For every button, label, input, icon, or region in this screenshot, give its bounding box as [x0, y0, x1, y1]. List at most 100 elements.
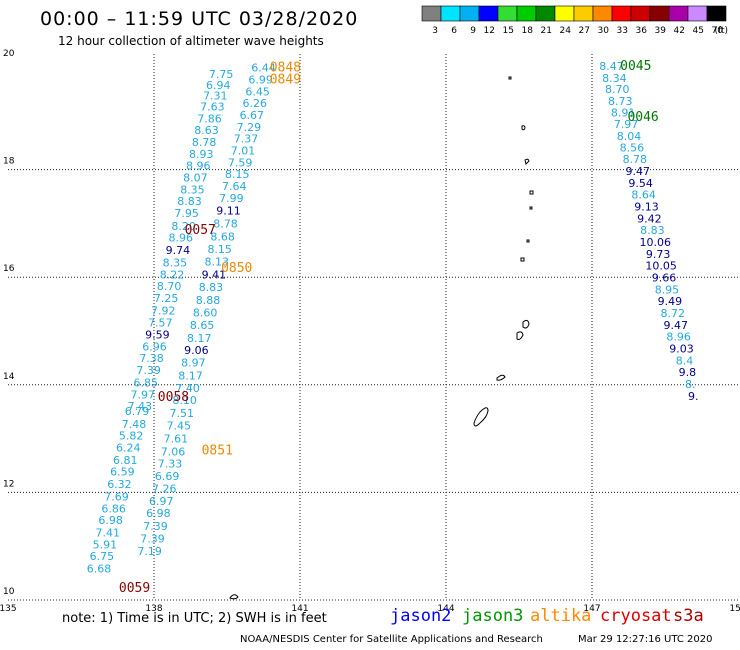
wave-height-value: 7.63 [200, 100, 225, 113]
wave-height-legend: 3 6 9 12 15 18 21 24 27 30 33 36 39 42 45 70(ft) [421, 5, 728, 36]
wave-height-value: 8.17 [187, 332, 212, 345]
legend-s3a: s3a [673, 606, 704, 626]
wave-height-value: 5.91 [93, 538, 118, 551]
lat-tick-label: 12 [3, 479, 14, 489]
wave-height-value: 8.78 [623, 153, 648, 166]
legend-swatch [706, 5, 727, 22]
wave-height-value: 8.35 [163, 256, 188, 269]
wave-height-value: 8.70 [157, 280, 182, 293]
wave-height-value: 7.97 [131, 388, 156, 401]
legend-label: 45 [693, 26, 704, 36]
wave-height-value: 7.39 [143, 520, 168, 533]
wave-height-value: 8.78 [192, 136, 217, 149]
wave-height-value: 9.49 [658, 295, 683, 308]
island-outline [508, 76, 512, 80]
legend-jason3: jason3 [462, 606, 524, 626]
lon-tick-label: 138 [145, 604, 162, 614]
wave-height-value: 7.19 [137, 545, 162, 558]
legend-label: 24 [560, 26, 572, 36]
wave-height-value: 8.96 [169, 232, 194, 245]
wave-height-value: 7.33 [158, 458, 183, 471]
wave-height-value: 9.8 [679, 366, 697, 379]
legend-unit: (ft) [714, 26, 728, 36]
wave-height-value: 7.37 [234, 133, 259, 146]
wave-height-value: 7.43 [128, 400, 153, 413]
legend-label: 39 [655, 26, 667, 36]
wave-height-value: 6.99 [248, 74, 273, 87]
lat-tick-label: 18 [3, 157, 15, 167]
wave-height-value: 8.13 [205, 255, 230, 268]
wave-height-value: 6.97 [149, 495, 174, 508]
wave-height-value: 8.88 [196, 294, 221, 307]
wave-height-value: 7.39 [136, 364, 161, 377]
wave-height-value: 7.31 [203, 90, 228, 103]
wave-height-value: 7.97 [614, 118, 639, 131]
wave-height-value: 7.48 [122, 418, 147, 431]
track-time-label: 0046 [627, 110, 658, 125]
legend-label: 70 [712, 26, 724, 36]
wave-height-value: 8.73 [608, 95, 633, 108]
wave-height-value: 7.92 [151, 304, 176, 317]
wave-height-value: 6.81 [113, 454, 138, 467]
wave-height-value: 9.59 [145, 329, 170, 342]
lon-tick-label: 147 [583, 604, 600, 614]
wave-height-value: 9. [688, 390, 699, 403]
altimeter-map: 1351381411441471502018161412107.756.947.… [0, 49, 740, 614]
legend-label: 30 [598, 26, 610, 36]
wave-height-value: 7.95 [174, 207, 199, 220]
island-outline [524, 158, 530, 165]
page-subtitle: 12 hour collection of altimeter wave hei… [58, 34, 324, 48]
wave-height-value: 6.98 [146, 507, 171, 520]
timestamp: Mar 29 12:27:16 UTC 2020 [578, 634, 713, 645]
wave-height-value: 10.05 [645, 260, 677, 273]
wave-height-value: 8.60 [193, 306, 218, 319]
wave-height-value: 7.40 [175, 382, 200, 395]
wave-height-value: 8.65 [190, 319, 215, 332]
wave-height-value: 6.45 [245, 85, 270, 98]
track-time-label: 0848 [270, 61, 301, 76]
lat-tick-label: 14 [3, 372, 15, 382]
island-outline [520, 257, 525, 262]
wave-height-value: 6.98 [98, 514, 123, 527]
wave-height-value: 6.32 [107, 478, 132, 491]
wave-height-value: 8.07 [183, 171, 208, 184]
wave-height-value: 9.42 [637, 212, 662, 225]
wave-height-value: 9.41 [202, 268, 227, 281]
wave-height-value: 8.4 [676, 354, 694, 367]
wave-height-value: 7.69 [104, 490, 129, 503]
wave-height-value: 7.57 [148, 317, 173, 330]
wave-height-value: 6.79 [125, 405, 150, 418]
island-outline [473, 407, 489, 427]
credit-line: NOAA/NESDIS Center for Satellite Applica… [240, 634, 543, 645]
island-outline [496, 374, 506, 381]
wave-height-value: 7.51 [169, 407, 194, 420]
legend-label: 15 [503, 26, 514, 36]
wave-height-value: 7.25 [154, 292, 179, 305]
legend-label: 36 [636, 26, 648, 36]
wave-height-value: 8.56 [620, 141, 645, 154]
track-time-label: 0057 [185, 223, 216, 238]
wave-height-value: 8.83 [199, 281, 224, 294]
wave-height-value: 8.34 [602, 72, 627, 85]
wave-height-value: 9.74 [166, 244, 191, 257]
wave-height-value: 8.83 [640, 224, 665, 237]
wave-height-value: 9.54 [628, 177, 653, 190]
wave-height-value: 8.70 [605, 83, 630, 96]
legend-label: 12 [484, 26, 495, 36]
island-outline [526, 239, 530, 243]
wave-height-value: 8.72 [661, 307, 686, 320]
wave-height-value: 8. [685, 378, 696, 391]
wave-height-value: 7.86 [197, 112, 222, 125]
wave-height-value: 6.86 [101, 502, 126, 515]
wave-height-value: 6.44 [251, 62, 276, 75]
island-outline [521, 125, 526, 131]
wave-height-value: 5.82 [119, 430, 144, 443]
wave-height-value: 8.93 [189, 148, 214, 161]
wave-height-value: 9.66 [652, 272, 677, 285]
legend-label: 21 [541, 26, 552, 36]
track-time-label: 0849 [270, 73, 301, 88]
wave-height-value: 8.68 [210, 231, 235, 244]
island-outline [516, 331, 524, 340]
track-time-label: 0059 [119, 581, 150, 596]
wave-height-value: 6.94 [206, 79, 231, 92]
